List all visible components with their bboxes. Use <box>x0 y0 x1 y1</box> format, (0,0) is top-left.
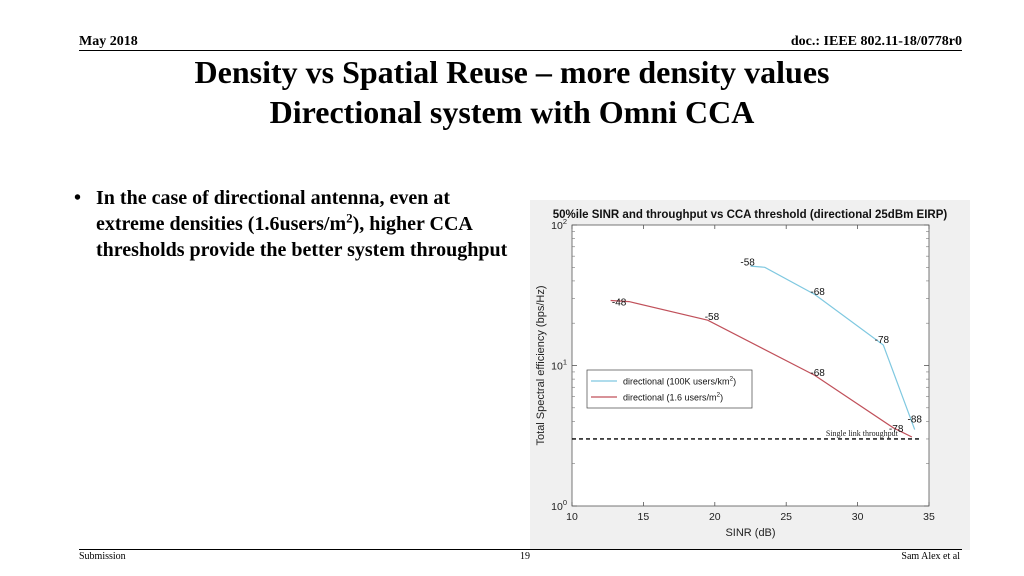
footer-page-number: 19 <box>520 551 530 562</box>
slide-title: Density vs Spatial Reuse – more density … <box>0 52 1024 132</box>
bullet-text-after: ), higher CCA thresholds provide the bet… <box>96 213 508 261</box>
header-date: May 2018 <box>79 34 138 49</box>
point-label: -58 <box>740 257 755 268</box>
series-line-1 <box>750 265 916 430</box>
bullet-point: • In the case of directional antenna, ev… <box>74 185 514 263</box>
x-tick-label: 20 <box>709 511 721 523</box>
footer-divider <box>79 549 962 550</box>
chart-container: 50%ile SINR and throughput vs CCA thresh… <box>530 200 970 550</box>
point-label: -68 <box>810 368 825 379</box>
single-link-throughput-label: Single link throughput <box>826 429 899 438</box>
x-axis-label: SINR (dB) <box>725 527 775 539</box>
plot-area <box>571 224 930 507</box>
point-label: -48 <box>612 298 627 309</box>
x-tick-label: 25 <box>780 511 792 523</box>
y-tick-label: 100 <box>551 498 567 513</box>
header-doc-id: doc.: IEEE 802.11-18/0778r0 <box>790 34 962 49</box>
bullet-marker: • <box>74 187 82 209</box>
y-axis-label: Total Spectral efficiency (bps/Hz) <box>535 286 547 446</box>
legend-label-2: directional (1.6 users/m2) <box>623 392 723 403</box>
y-tick-label: 102 <box>551 217 567 232</box>
slide-title-line-1: Density vs Spatial Reuse – more density … <box>194 54 830 90</box>
x-tick-label: 10 <box>566 511 578 523</box>
chart-svg: 50%ile SINR and throughput vs CCA thresh… <box>530 200 970 550</box>
series-line-2 <box>610 299 913 438</box>
legend-label-1: directional (100K users/km2) <box>623 376 736 387</box>
y-tick-label: 101 <box>551 358 567 373</box>
point-label: -88 <box>907 414 922 425</box>
bullet-superscript: 2 <box>346 210 353 226</box>
x-tick-label: 35 <box>923 511 935 523</box>
slide-title-line-2: Directional system with Omni CCA <box>269 94 755 130</box>
point-label: -58 <box>705 312 720 323</box>
point-label: -78 <box>889 424 904 435</box>
x-tick-label: 30 <box>852 511 864 523</box>
header-divider <box>79 50 962 51</box>
point-label: -78 <box>875 335 890 346</box>
footer-authors: Sam Alex et al <box>901 551 960 562</box>
point-label: -68 <box>810 287 825 298</box>
x-tick-label: 15 <box>638 511 650 523</box>
footer-submission: Submission <box>79 551 126 562</box>
bullet-text-before: In the case of directional antenna, even… <box>96 187 451 235</box>
bullet-text: In the case of directional antenna, even… <box>96 185 514 263</box>
chart-title: 50%ile SINR and throughput vs CCA thresh… <box>553 209 948 221</box>
legend-box <box>586 369 753 409</box>
